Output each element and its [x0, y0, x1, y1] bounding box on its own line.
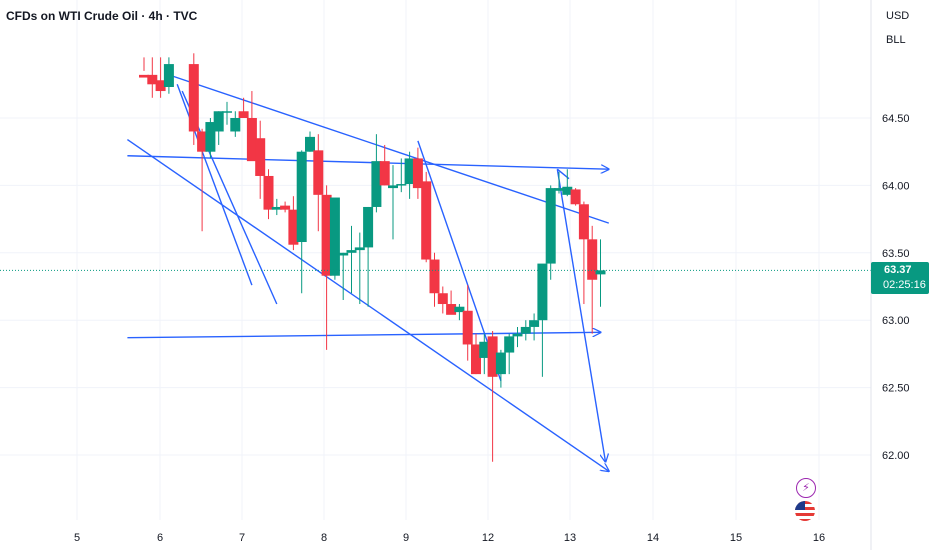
candle-up: [396, 184, 407, 186]
candle-up: [504, 336, 515, 353]
candle-down: [446, 304, 457, 315]
candle-down: [288, 209, 299, 245]
candle-up: [205, 122, 216, 152]
x-tick-label: 14: [647, 532, 659, 544]
candle-up: [338, 252, 349, 256]
unit-label[interactable]: BLL: [886, 34, 906, 46]
y-tick-label: 62.50: [882, 383, 910, 395]
candle-up: [329, 197, 340, 276]
y-tick-label: 63.00: [882, 315, 910, 327]
last-price-value: 63.37: [884, 264, 912, 276]
trendline: [127, 155, 608, 169]
y-tick-label: 63.50: [882, 248, 910, 260]
grid-lines: [0, 0, 871, 520]
candle-down: [578, 204, 589, 240]
candle-up: [404, 158, 415, 185]
candle-down: [379, 161, 390, 186]
candle-up: [520, 326, 531, 334]
candle-up: [562, 186, 573, 195]
x-tick-label: 16: [813, 532, 825, 544]
candle-down: [313, 150, 324, 195]
y-tick-label: 62.00: [882, 450, 910, 462]
x-tick-label: 9: [403, 532, 409, 544]
candle-down: [471, 344, 481, 375]
trendline: [417, 140, 502, 382]
x-tick-label: 15: [730, 532, 742, 544]
candle-down: [255, 138, 266, 176]
price-axis: 64.50 64.00 63.50 63.00 62.50 62.00: [882, 113, 910, 462]
candle-up: [595, 270, 606, 275]
x-tick-label: 8: [321, 532, 327, 544]
currency-label[interactable]: USD: [886, 10, 910, 22]
candle-down: [280, 205, 291, 210]
candle-up: [213, 111, 224, 132]
candle-up: [545, 188, 556, 264]
lightning-bolt-icon[interactable]: ⚡: [796, 478, 816, 498]
candle-down: [412, 158, 423, 189]
candle-down: [321, 194, 332, 276]
candle-up: [371, 161, 382, 207]
candle-up: [163, 64, 174, 87]
candle-down: [429, 259, 440, 294]
candles: [139, 53, 606, 462]
candle-down: [437, 293, 448, 305]
candle-down: [421, 181, 432, 260]
candle-up: [296, 151, 307, 243]
candle-down: [238, 111, 249, 118]
bar-countdown: 02:25:16: [883, 279, 926, 291]
candle-up: [354, 247, 365, 251]
x-tick-label: 12: [482, 532, 494, 544]
candle-up: [537, 263, 548, 321]
candle-up: [388, 185, 398, 189]
candle-up: [305, 136, 315, 152]
candle-down: [139, 74, 149, 78]
candle-down: [246, 118, 257, 162]
x-tick-label: 5: [74, 532, 80, 544]
x-tick-label: 7: [239, 532, 245, 544]
candle-up: [230, 118, 241, 132]
candle-down: [155, 80, 166, 92]
candle-down: [188, 64, 199, 132]
candle-up: [512, 333, 523, 337]
candle-up: [363, 206, 374, 248]
trendline: [556, 169, 605, 462]
candle-down: [462, 310, 473, 345]
chart-title: CFDs on WTI Crude Oil · 4h · TVC: [6, 9, 198, 23]
candle-down: [570, 189, 581, 205]
y-tick-label: 64.50: [882, 113, 910, 125]
candle-up: [479, 341, 490, 358]
candle-up: [271, 206, 282, 210]
candle-down: [587, 239, 598, 280]
candle-up: [454, 306, 465, 313]
candle-down: [487, 336, 498, 377]
us-flag-icon[interactable]: [795, 501, 815, 521]
candle-up: [495, 352, 506, 375]
x-tick-label: 13: [564, 532, 576, 544]
x-tick-label: 6: [157, 532, 163, 544]
y-tick-label: 64.00: [882, 180, 910, 192]
candle-down: [263, 175, 274, 210]
candle-up: [346, 250, 357, 253]
candle-up: [529, 320, 540, 327]
candle-down: [197, 131, 208, 152]
candle-up: [554, 188, 564, 191]
candle-up: [222, 111, 232, 113]
last-price-badge: 63.37 02:25:16: [871, 262, 929, 294]
time-axis: 5 6 7 8 9 12 13 14 15 16: [74, 532, 825, 544]
candle-down: [147, 74, 158, 85]
trendline: [168, 74, 610, 224]
